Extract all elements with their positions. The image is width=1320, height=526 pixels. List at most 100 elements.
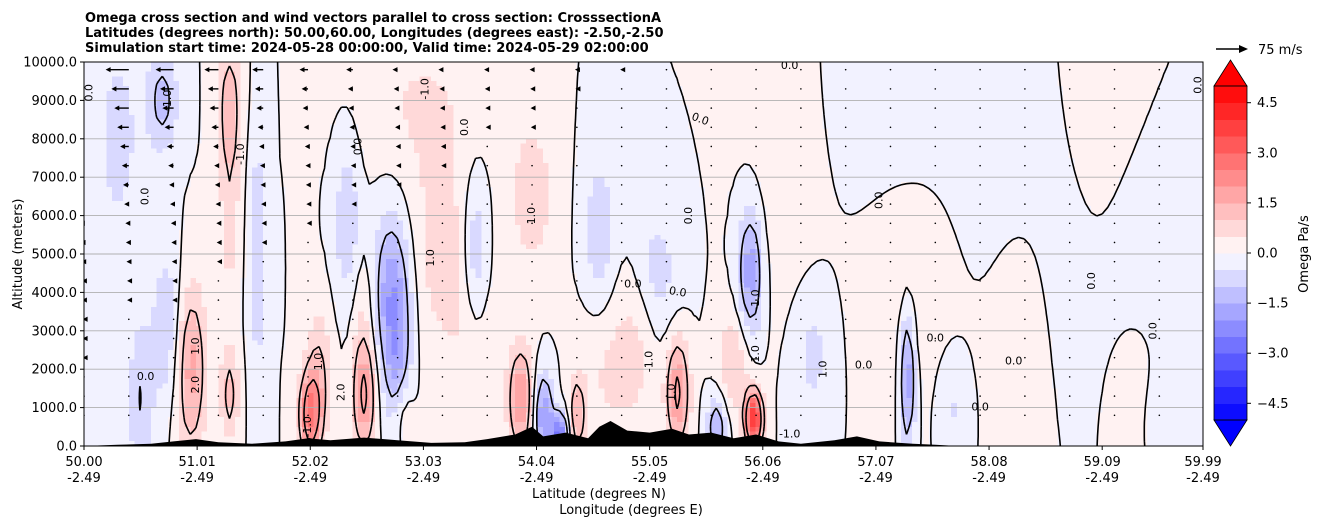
field-cell <box>1102 105 1108 110</box>
field-cell <box>716 153 722 158</box>
field-cell <box>1097 168 1103 173</box>
field-cell <box>84 62 90 67</box>
field-cell <box>974 129 980 134</box>
field-cell <box>319 144 325 149</box>
field-cell <box>839 139 845 144</box>
field-cell <box>767 153 773 158</box>
field-cell <box>409 81 415 86</box>
field-cell <box>851 124 857 129</box>
field-cell <box>358 115 364 120</box>
field-cell <box>918 148 924 153</box>
field-cell <box>84 76 90 81</box>
field-cell <box>369 105 375 110</box>
field-cell <box>336 86 342 91</box>
field-cell <box>588 115 594 120</box>
field-cell <box>464 86 470 91</box>
field-cell <box>1086 168 1092 173</box>
field-cell <box>1007 129 1013 134</box>
field-cell <box>621 148 627 153</box>
field-cell <box>1018 76 1024 81</box>
field-cell <box>425 177 431 182</box>
field-cell <box>610 163 616 168</box>
field-cell <box>800 129 806 134</box>
field-cell <box>1192 100 1198 105</box>
field-cell <box>1169 124 1175 129</box>
field-cell <box>946 105 952 110</box>
field-cell <box>632 148 638 153</box>
field-cell <box>134 67 140 72</box>
field-cell <box>252 81 258 86</box>
field-cell <box>364 67 370 72</box>
field-cell <box>174 81 180 86</box>
field-cell <box>174 124 180 129</box>
field-cell <box>353 86 359 91</box>
field-cell <box>325 100 331 105</box>
field-cell <box>582 100 588 105</box>
field-cell <box>207 115 213 120</box>
field-cell <box>403 177 409 182</box>
field-cell <box>1141 62 1147 67</box>
field-cell <box>1164 139 1170 144</box>
field-cell <box>509 177 515 182</box>
field-cell <box>1169 100 1175 105</box>
field-cell <box>526 158 532 163</box>
field-cell <box>918 105 924 110</box>
field-cell <box>660 86 666 91</box>
field-cell <box>929 100 935 105</box>
field-cell <box>783 105 789 110</box>
field-cell <box>134 129 140 134</box>
field-cell <box>593 153 599 158</box>
field-cell <box>185 120 191 125</box>
field-cell <box>795 177 801 182</box>
field-cell <box>492 91 498 96</box>
field-cell <box>817 115 823 120</box>
field-cell <box>1013 67 1019 72</box>
field-cell <box>297 120 303 125</box>
field-cell <box>811 86 817 91</box>
field-cell <box>358 81 364 86</box>
field-cell <box>1119 76 1125 81</box>
field-cell <box>638 115 644 120</box>
field-cell <box>381 100 387 105</box>
field-cell <box>862 62 868 67</box>
field-cell <box>767 62 773 67</box>
field-cell <box>476 76 482 81</box>
field-cell <box>1091 153 1097 158</box>
field-cell <box>1080 81 1086 86</box>
field-cell <box>1125 124 1131 129</box>
field-cell <box>520 177 526 182</box>
field-cell <box>190 81 196 86</box>
field-cell <box>543 110 549 115</box>
field-cell <box>162 163 168 168</box>
field-cell <box>403 67 409 72</box>
field-cell <box>218 72 224 77</box>
field-cell <box>599 129 605 134</box>
field-cell <box>190 62 196 67</box>
field-cell <box>554 105 560 110</box>
field-cell <box>856 177 862 182</box>
field-cell <box>1035 148 1041 153</box>
field-cell <box>616 115 622 120</box>
field-cell <box>330 177 336 182</box>
field-cell <box>957 129 963 134</box>
field-cell <box>951 163 957 168</box>
field-cell <box>409 177 415 182</box>
field-cell <box>224 81 230 86</box>
field-cell <box>504 100 510 105</box>
field-cell <box>543 177 549 182</box>
field-cell <box>313 163 319 168</box>
field-cell <box>688 177 694 182</box>
field-cell <box>375 168 381 173</box>
field-cell <box>1136 72 1142 77</box>
field-cell <box>655 62 661 67</box>
field-cell <box>1136 81 1142 86</box>
field-cell <box>470 129 476 134</box>
field-cell <box>1097 86 1103 91</box>
field-cell <box>632 81 638 86</box>
field-cell <box>1119 91 1125 96</box>
field-cell <box>207 62 213 67</box>
field-cell <box>381 110 387 115</box>
field-cell <box>912 76 918 81</box>
field-cell <box>621 110 627 115</box>
field-cell <box>616 163 622 168</box>
